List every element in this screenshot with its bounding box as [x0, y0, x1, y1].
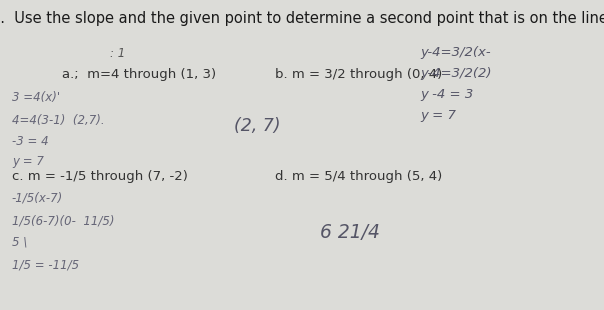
- Text: y = 7: y = 7: [12, 155, 44, 168]
- Text: 5 \: 5 \: [12, 236, 27, 249]
- Text: -3 = 4: -3 = 4: [12, 135, 48, 148]
- Text: -1/5(x-7): -1/5(x-7): [12, 192, 63, 205]
- Text: 1/5 = -11/5: 1/5 = -11/5: [12, 258, 79, 271]
- Text: y -4 = 3: y -4 = 3: [420, 88, 474, 101]
- Text: y-4=3/2(x-: y-4=3/2(x-: [420, 46, 491, 59]
- Text: 3 =4(x)': 3 =4(x)': [12, 91, 60, 104]
- Text: a.;  m=4 through (1, 3): a.; m=4 through (1, 3): [62, 69, 216, 82]
- Text: (2, 7): (2, 7): [234, 117, 280, 135]
- Text: b. m = 3/2 through (0, 4): b. m = 3/2 through (0, 4): [275, 69, 443, 82]
- Text: 8.  Use the slope and the given point to determine a second point that is on the: 8. Use the slope and the given point to …: [0, 11, 604, 26]
- Text: c. m = -1/5 through (7, -2): c. m = -1/5 through (7, -2): [12, 170, 188, 183]
- Text: d. m = 5/4 through (5, 4): d. m = 5/4 through (5, 4): [275, 170, 443, 183]
- Text: 6 21/4: 6 21/4: [320, 223, 380, 242]
- Text: : 1: : 1: [110, 47, 125, 60]
- Text: y = 7: y = 7: [420, 109, 456, 122]
- Text: 4=4(3-1)  (2,7).: 4=4(3-1) (2,7).: [12, 114, 104, 127]
- Text: y-4=3/2(2): y-4=3/2(2): [420, 67, 492, 80]
- Text: 1/5(6-7)(0-  11/5): 1/5(6-7)(0- 11/5): [12, 214, 115, 227]
